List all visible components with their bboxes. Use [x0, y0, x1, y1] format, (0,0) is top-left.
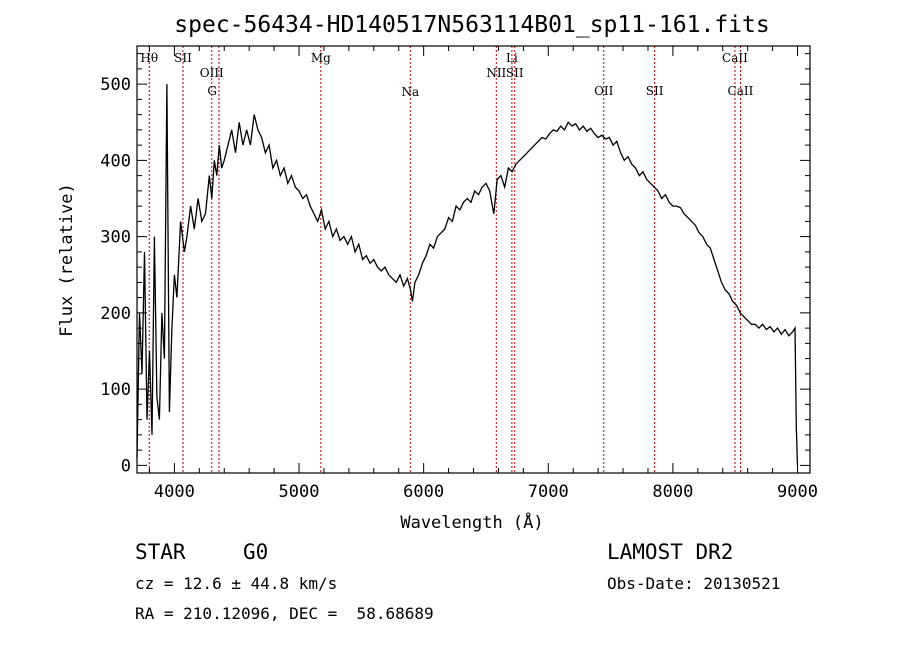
line-label-9: OII — [594, 84, 614, 98]
coordinates-readout: RA = 210.12096, DEC = 58.68689 — [135, 604, 434, 623]
y-tick-label-4: 400 — [100, 151, 131, 171]
line-label-2: OIII — [200, 66, 224, 80]
x-tick-label-1: 5000 — [279, 482, 320, 502]
survey-name: LAMOST DR2 — [607, 540, 734, 564]
line-label-6: NII — [486, 66, 506, 80]
y-tick-label-5: 500 — [100, 75, 131, 95]
x-tick-label-0: 4000 — [154, 482, 195, 502]
line-label-1: SII — [174, 51, 192, 65]
line-label-11: CaII — [722, 51, 748, 65]
y-tick-label-1: 100 — [100, 380, 131, 400]
x-tick-label-2: 6000 — [403, 482, 444, 502]
line-label-7: Li — [506, 51, 518, 65]
observation-date: Obs-Date: 20130521 — [607, 574, 781, 593]
redshift-readout: cz = 12.6 ± 44.8 km/s — [135, 574, 338, 593]
line-label-12: CaII — [728, 84, 754, 98]
line-label-0: Hθ — [140, 51, 158, 65]
plot-frame — [136, 45, 811, 474]
line-label-3: G — [207, 84, 217, 98]
y-tick-label-2: 200 — [100, 304, 131, 324]
line-label-10: SII — [646, 84, 664, 98]
x-tick-label-3: 7000 — [528, 482, 569, 502]
line-label-8: SII — [506, 66, 524, 80]
y-axis-ticks: 0 100 200 300 400 500 — [100, 53, 810, 476]
line-label-4: Mg — [311, 51, 331, 65]
line-label-5: Na — [401, 85, 419, 99]
x-tick-label-4: 8000 — [652, 482, 693, 502]
y-tick-label-3: 300 — [100, 228, 131, 248]
spectrum-series-line — [136, 84, 799, 466]
x-axis-ticks: 4000 5000 6000 7000 8000 9000 — [148, 46, 818, 502]
y-axis-label: Flux (relative) — [57, 183, 77, 337]
object-class: STAR — [135, 540, 186, 564]
y-tick-label-0: 0 — [121, 456, 131, 476]
x-axis-label: Wavelength (Å) — [400, 511, 543, 533]
object-subclass: G0 — [243, 540, 269, 564]
spectral-line-markers — [148, 46, 741, 473]
chart-title: spec-56434-HD140517N563114B01_sp11-161.f… — [174, 12, 769, 38]
x-tick-label-5: 9000 — [777, 482, 818, 502]
